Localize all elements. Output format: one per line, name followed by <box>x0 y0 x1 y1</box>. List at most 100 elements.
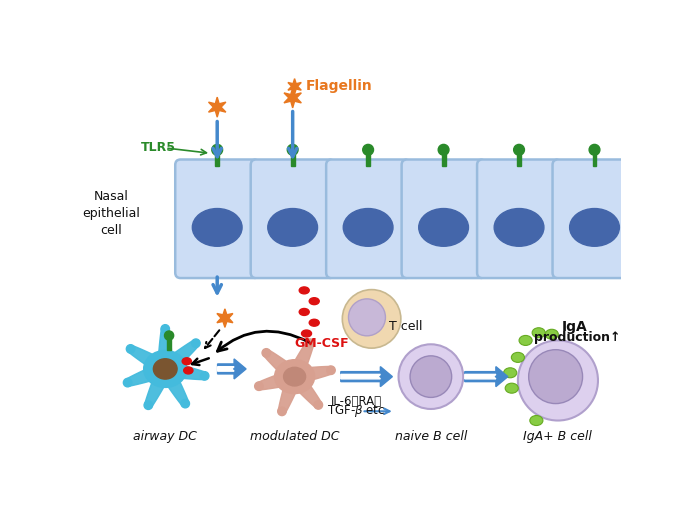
Ellipse shape <box>494 209 544 246</box>
Circle shape <box>255 382 263 391</box>
Polygon shape <box>164 362 206 379</box>
Text: TLR5: TLR5 <box>140 141 176 154</box>
Circle shape <box>165 331 174 340</box>
Text: production↑: production↑ <box>534 331 621 344</box>
Bar <box>366 154 370 167</box>
Ellipse shape <box>154 359 177 379</box>
Ellipse shape <box>182 358 192 365</box>
Ellipse shape <box>183 367 193 374</box>
Ellipse shape <box>192 209 242 246</box>
Text: modulated DC: modulated DC <box>250 430 339 443</box>
Ellipse shape <box>545 329 558 339</box>
Circle shape <box>349 299 385 336</box>
Text: T cell: T cell <box>388 320 422 333</box>
Text: TGF-$\beta$ etc: TGF-$\beta$ etc <box>327 403 385 419</box>
Circle shape <box>343 290 401 348</box>
Circle shape <box>212 144 223 155</box>
Polygon shape <box>208 97 226 117</box>
Circle shape <box>589 144 600 155</box>
Ellipse shape <box>519 335 532 345</box>
Ellipse shape <box>309 319 319 326</box>
Ellipse shape <box>419 209 468 246</box>
Ellipse shape <box>309 298 319 305</box>
FancyBboxPatch shape <box>477 160 561 278</box>
Ellipse shape <box>299 287 309 294</box>
Bar <box>441 154 446 167</box>
Circle shape <box>314 401 322 409</box>
Ellipse shape <box>268 209 318 246</box>
Polygon shape <box>217 367 234 371</box>
Text: IL-6、RA、: IL-6、RA、 <box>331 395 382 408</box>
Circle shape <box>287 144 298 155</box>
Circle shape <box>513 144 525 155</box>
Bar <box>167 339 171 350</box>
Ellipse shape <box>511 353 525 363</box>
Bar <box>517 154 521 167</box>
Circle shape <box>192 339 200 347</box>
Ellipse shape <box>530 415 543 425</box>
Polygon shape <box>284 88 301 108</box>
Polygon shape <box>293 366 331 384</box>
Ellipse shape <box>343 209 393 246</box>
Circle shape <box>277 407 286 416</box>
Polygon shape <box>288 341 313 380</box>
Circle shape <box>181 399 190 408</box>
Ellipse shape <box>532 328 545 338</box>
Text: IgA+ B cell: IgA+ B cell <box>523 430 592 443</box>
Circle shape <box>327 366 335 375</box>
Ellipse shape <box>302 330 311 337</box>
Polygon shape <box>289 372 321 407</box>
Bar <box>215 154 219 167</box>
Polygon shape <box>158 329 173 369</box>
FancyArrowPatch shape <box>217 331 309 351</box>
Polygon shape <box>264 350 300 383</box>
Text: airway DC: airway DC <box>134 430 197 443</box>
Bar <box>291 154 295 167</box>
Circle shape <box>399 344 463 409</box>
Circle shape <box>529 350 583 404</box>
Ellipse shape <box>504 368 517 378</box>
Ellipse shape <box>570 209 619 246</box>
FancyBboxPatch shape <box>326 160 410 278</box>
Circle shape <box>518 340 598 421</box>
Ellipse shape <box>144 350 187 387</box>
Ellipse shape <box>299 308 309 316</box>
Polygon shape <box>129 346 169 376</box>
Circle shape <box>363 144 374 155</box>
Text: GM-CSF: GM-CSF <box>295 337 349 350</box>
Polygon shape <box>340 367 392 387</box>
Polygon shape <box>288 79 301 94</box>
Polygon shape <box>158 365 189 406</box>
FancyBboxPatch shape <box>251 160 335 278</box>
Polygon shape <box>465 367 508 387</box>
Bar <box>592 154 597 167</box>
Polygon shape <box>278 374 302 413</box>
Circle shape <box>127 345 135 353</box>
Ellipse shape <box>284 367 306 386</box>
Polygon shape <box>126 362 168 386</box>
Ellipse shape <box>505 383 518 393</box>
Text: IgA: IgA <box>562 319 588 334</box>
Circle shape <box>410 356 452 397</box>
Polygon shape <box>217 359 246 379</box>
Circle shape <box>144 401 152 409</box>
Text: Flagellin: Flagellin <box>306 80 373 93</box>
Polygon shape <box>340 374 381 379</box>
Polygon shape <box>145 366 172 407</box>
Circle shape <box>123 378 132 387</box>
Polygon shape <box>217 309 233 327</box>
Circle shape <box>161 325 170 333</box>
Text: naive B cell: naive B cell <box>394 430 467 443</box>
Circle shape <box>306 339 314 347</box>
FancyBboxPatch shape <box>552 160 637 278</box>
Circle shape <box>438 144 449 155</box>
Polygon shape <box>161 340 199 375</box>
Circle shape <box>201 372 209 380</box>
Polygon shape <box>465 374 496 379</box>
Text: Nasal
epithelial
cell: Nasal epithelial cell <box>82 190 140 237</box>
Circle shape <box>262 349 271 357</box>
FancyBboxPatch shape <box>175 160 260 278</box>
Ellipse shape <box>275 360 315 394</box>
Polygon shape <box>258 369 297 390</box>
FancyBboxPatch shape <box>401 160 486 278</box>
